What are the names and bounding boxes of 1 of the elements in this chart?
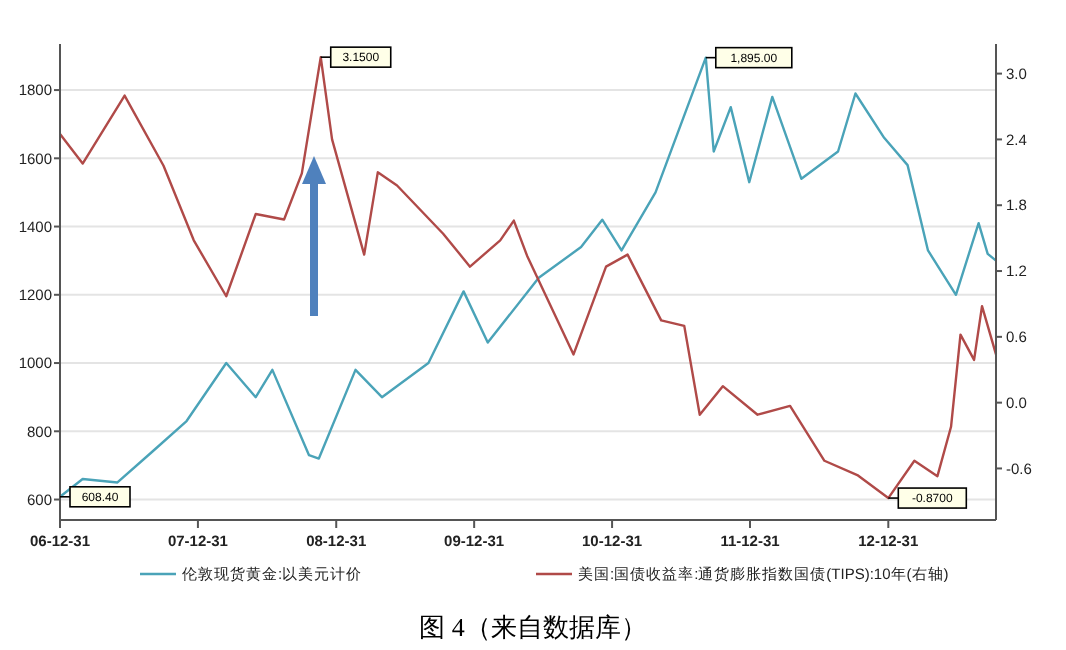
text: 图 4（来自数据库） [419, 612, 647, 642]
